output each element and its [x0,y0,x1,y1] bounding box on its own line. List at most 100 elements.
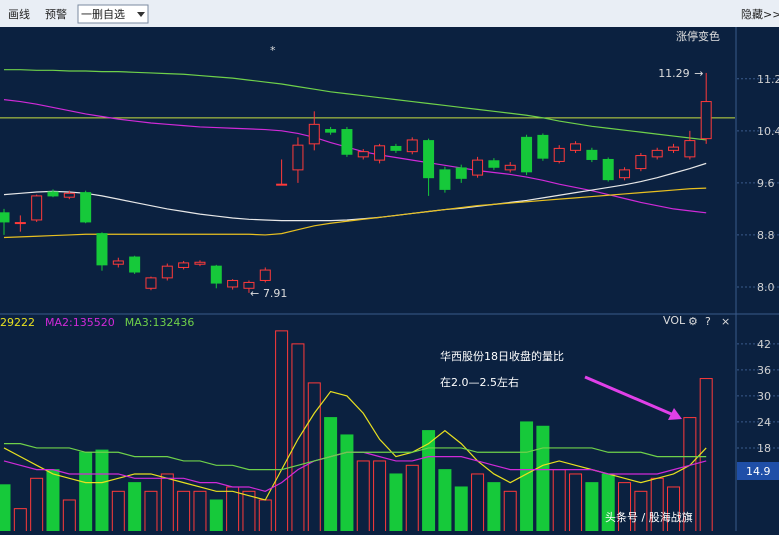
candle-body [80,192,92,223]
dropdown[interactable] [77,4,149,24]
cursor-value-box [737,462,779,480]
candle-body [341,129,353,155]
candle-body [537,134,549,159]
volume-bar [503,490,517,533]
arrow: → [694,67,703,80]
candle-body [308,123,320,145]
volume-bar [79,451,93,533]
volume-bar [356,460,370,533]
volume-bar [0,484,11,533]
candle-body [31,195,43,221]
volume-bar [193,490,207,533]
volume-bar [258,499,272,533]
legend-entry: MA3:132436 [125,316,195,329]
candle-body [276,183,288,186]
ma-line [3,187,707,239]
volume-bar [373,460,387,533]
ma-line [3,162,707,222]
volume-bar [454,486,468,533]
y-tick-label: 11.2 [757,73,779,86]
volume-bar [30,477,44,533]
candle-body [243,281,255,289]
candle-body [586,149,598,160]
candle-body [619,169,631,179]
volume-bar [667,486,681,533]
volume-bar [487,482,501,533]
volume-bar [95,449,109,533]
toolbar-item[interactable]: 预警 [45,7,67,21]
volume-bar [585,482,599,533]
candle-body [504,164,516,171]
candle-body [178,262,190,268]
candle-body [325,129,337,133]
volume-label: VOL [663,314,686,327]
volume-bar [699,378,713,533]
annotation: 在2.0—2.5左右 [440,375,519,389]
volume-bar [307,382,321,533]
candle-body [194,261,206,265]
volume-bar [340,434,354,533]
volume-bar [62,499,76,533]
close-icon[interactable]: × [721,315,730,328]
candle-body [602,158,614,181]
arrow: ← [250,287,259,300]
annotation-arrowhead [668,408,682,420]
toolbar-item[interactable]: 画线 [8,7,30,21]
volume-bar [144,490,158,533]
candle-body [112,260,124,265]
volume-bar [275,330,289,533]
volume-ma-line [4,443,707,471]
volume-bar [405,464,419,533]
cursor-value: 14.9 [746,465,771,478]
candle-body [684,140,696,158]
marker: * [270,44,276,57]
candle-body [488,160,500,168]
candle-body [406,139,418,153]
candle-body [210,265,222,284]
candle-body [390,145,402,151]
annotation-arrow [584,375,677,418]
candle-body [651,149,663,158]
candle-body [439,169,451,190]
settings-icon[interactable]: ⚙ [688,315,698,328]
max-label: 11.29 [658,67,690,80]
ma-line [4,69,707,141]
hide-button[interactable]: 隐藏>> [741,8,779,21]
volume-bar [177,490,191,533]
toolbar-item[interactable]: 一删自选 [81,8,125,21]
volume-bar [324,417,338,533]
volume-bar [128,482,142,533]
volume-bar [160,473,174,533]
volume-bar [438,469,452,533]
candle-body [14,222,26,225]
candle-body [96,233,108,266]
candle-body [700,101,712,140]
legend-text: 涨停变色 [676,29,720,43]
candle-body [47,191,59,197]
volume-bar [46,469,60,533]
legend-entry: MA2:135520 [45,316,115,329]
y-tick-label: 8.8 [757,229,775,242]
candle-body [145,277,157,289]
volume-bar [552,469,566,533]
candle-body [635,155,647,170]
candle-body [423,140,435,179]
y-tick-label: 36 [757,364,771,377]
candle-body [227,279,239,288]
candle-body [570,143,582,151]
y-tick-label: 30 [757,390,771,403]
y-tick-label: 18 [757,442,771,455]
volume-bar [569,473,583,533]
y-tick-label: 42 [757,338,771,351]
annotation: 华西股份18日收盘的量比 [440,349,564,363]
volume-bar [471,473,485,533]
legend-entry: 29222 [0,316,35,329]
dropdown-arrow [137,12,145,17]
y-tick-label: 10.4 [757,125,779,138]
candle-body [357,151,369,158]
candle-body [129,256,141,273]
candle-body [553,147,565,162]
help-icon[interactable]: ? [705,315,711,328]
candle-body [63,192,75,198]
